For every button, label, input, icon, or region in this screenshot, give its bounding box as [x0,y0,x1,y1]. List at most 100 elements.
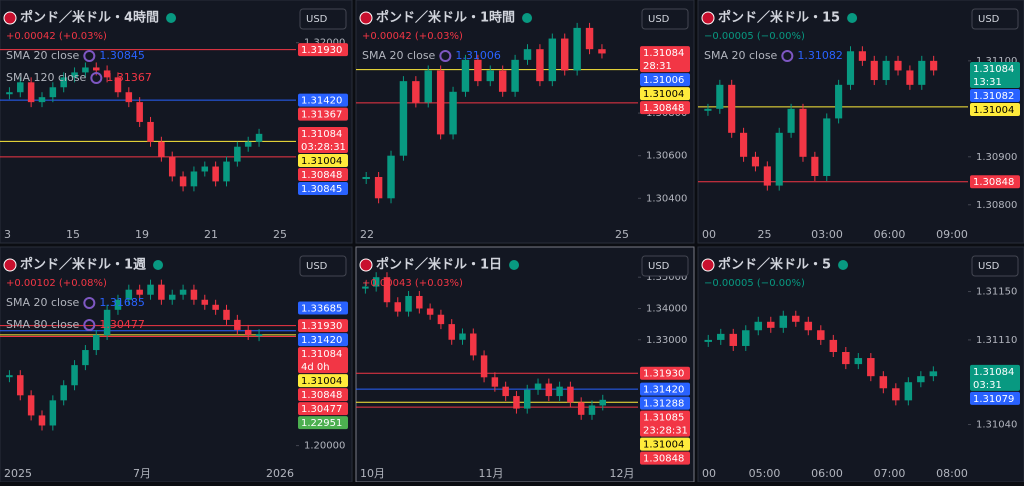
price-label-text: 1.31079 [973,394,1014,405]
price-label-countdown: 03:28:31 [301,142,346,153]
currency-label: USD [978,14,1000,25]
indicator-settings[interactable] [439,50,452,62]
y-tick-label: 1.20000 [304,441,345,452]
candle [556,386,563,397]
chart-title: ポンド／米ドル・1時間 [376,10,515,26]
price-label [298,167,348,181]
currency-button[interactable] [641,255,689,277]
price-label-text: 1.31082 [973,91,1014,102]
indicator-settings[interactable] [83,50,96,62]
price-label [298,374,348,388]
price-label-text: 1.30848 [643,454,684,465]
currency-button[interactable] [299,255,347,277]
candle [480,355,488,378]
candle [870,60,878,81]
candle [461,59,470,92]
price-change: −0.00005 (−0.00%) [704,278,805,289]
candle [179,176,187,187]
indicator-settings[interactable] [781,50,794,62]
indicator-value: 1.31685 [99,296,145,309]
price-label-text: 1.33685 [301,303,342,314]
candle [437,314,445,325]
status-dot [153,260,164,270]
candle [158,141,165,157]
currency-label: USD [978,261,1000,272]
candle [787,108,795,133]
candle [255,133,263,142]
currency-button[interactable] [971,8,1019,30]
price-label-text: 1.31930 [301,321,342,332]
price-label [640,73,690,87]
indicator-settings[interactable] [90,72,103,84]
x-tick-label: 05:00 [749,467,781,480]
status-dot [509,260,520,270]
candle [27,395,35,416]
price-label-text: 1.30845 [301,184,342,195]
y-tick-label: 1.30900 [976,152,1017,163]
candle [399,81,408,156]
price-label-text: 1.31084 [973,367,1014,378]
candle [904,382,913,401]
y-tick-label: 1.35000 [646,272,687,283]
price-label [640,382,690,396]
candle [60,385,67,401]
panel-bg [355,246,695,483]
price-label-text: 1.31004 [301,156,342,167]
x-tick-label: 08:00 [936,467,968,480]
candle [136,289,143,295]
x-tick-label: 3 [4,228,11,241]
candle [717,333,725,340]
chart-panel: 1.31100 1.30900 1.30800 1.31084 13:31 1.31082… [697,0,1024,244]
candle [491,377,499,387]
price-change: +0.00042 (+0.03%) [6,31,107,42]
candle [168,294,176,300]
candle [27,82,35,103]
candle [190,171,198,187]
status-dot [838,260,849,270]
price-label [298,416,348,430]
indicator-settings[interactable] [83,319,96,331]
price-label [298,43,348,57]
candle [775,132,783,186]
currency-button[interactable] [299,8,347,30]
price-label-text: 1.31084 [973,64,1014,75]
candle [811,156,819,176]
candle [387,155,395,199]
indicator-settings[interactable] [83,297,96,309]
indicator-label: SMA 20 close [704,49,778,62]
y-tick-label: 1.30600 [646,151,687,162]
price-label [298,181,348,195]
y-tick-label: 1.30800 [976,200,1017,211]
chart-panel: 1.35000 1.34000 1.33000 1.31930 1.31420 1.312… [355,246,695,483]
price-change: −0.00005 (−0.00%) [704,31,805,42]
price-label [970,391,1020,405]
price-label [298,347,348,374]
symbol-icon [3,11,17,25]
candle [704,339,713,342]
candle [416,295,423,309]
candle [38,97,46,103]
y-tick-label: 1.31040 [976,420,1017,431]
price-label [298,153,348,167]
indicator-label: SMA 20 close [6,49,80,62]
panel-bg [355,0,695,244]
y-tick-label: 1.31150 [976,287,1017,298]
chart-panel: 1.308001.306001.304001.3108428:311.31006… [355,0,695,244]
x-tick-label: 19 [135,228,149,241]
candle [792,315,800,322]
indicator-label: SMA 20 close [362,49,436,62]
candle [804,321,813,331]
candle [147,284,154,295]
currency-button[interactable] [971,255,1019,277]
currency-button[interactable] [641,8,689,30]
candle [103,70,111,78]
price-label [298,301,348,315]
symbol-icon [3,258,17,272]
candle [125,92,133,103]
candle [729,333,738,346]
candle [459,333,466,340]
candle [470,333,477,356]
x-tick-label: 06:00 [874,228,906,241]
candle [158,284,165,300]
